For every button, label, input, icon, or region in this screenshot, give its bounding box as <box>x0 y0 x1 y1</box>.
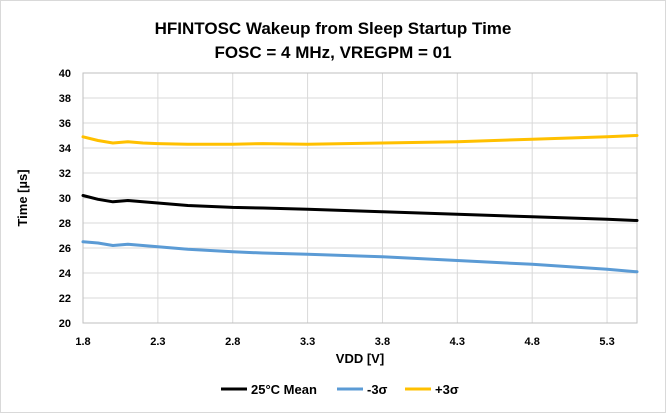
y-tick-label: 30 <box>59 193 71 205</box>
y-tick-label: 28 <box>59 218 71 230</box>
x-axis-title: VDD [V] <box>336 351 384 366</box>
series-line <box>81 134 639 146</box>
x-tick-label: 2.8 <box>225 336 240 348</box>
x-tick-label: 4.3 <box>450 336 465 348</box>
x-tick-label: 3.8 <box>375 336 390 348</box>
x-tick-label: 1.8 <box>75 336 90 348</box>
y-tick-label: 38 <box>59 93 71 105</box>
y-tick-label: 20 <box>59 318 71 330</box>
y-tick-label: 32 <box>59 168 71 180</box>
y-tick-label: 40 <box>59 68 71 80</box>
series-line <box>81 240 639 274</box>
chart-subtitle: FOSC = 4 MHz, VREGPM = 01 <box>214 43 452 62</box>
x-tick-label: 3.3 <box>300 336 315 348</box>
plot-area <box>82 72 638 324</box>
y-tick-label: 34 <box>59 143 72 155</box>
y-tick-label: 36 <box>59 118 71 130</box>
x-tick-label: 2.3 <box>150 336 165 348</box>
y-tick-label: 24 <box>59 268 72 280</box>
x-tick-label: 4.8 <box>525 336 540 348</box>
legend-label: +3σ <box>435 382 459 397</box>
x-tick-label: 5.3 <box>599 336 614 348</box>
y-tick-label: 26 <box>59 243 71 255</box>
legend-label: -3σ <box>367 382 388 397</box>
series-line <box>81 194 639 222</box>
y-axis-title: Time [µs] <box>15 169 30 226</box>
chart-title: HFINTOSC Wakeup from Sleep Startup Time <box>154 19 512 38</box>
legend-label: 25°C Mean <box>251 382 317 397</box>
y-tick-label: 22 <box>59 293 71 305</box>
